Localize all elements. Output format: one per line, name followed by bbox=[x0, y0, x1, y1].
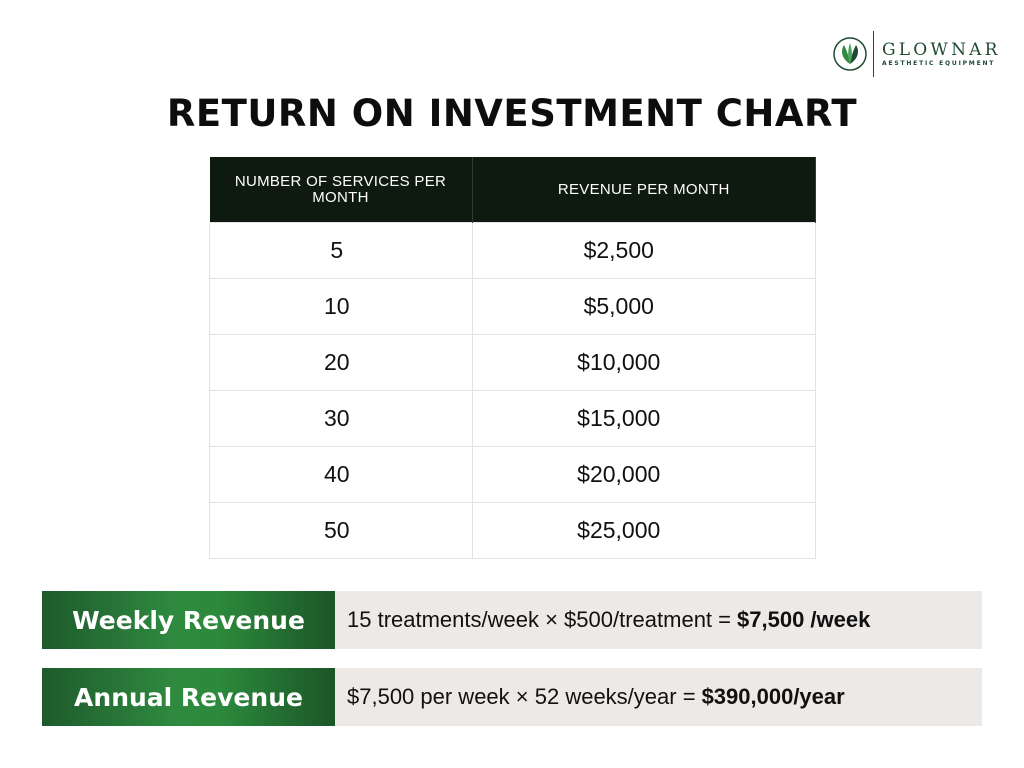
weekly-revenue-row: Weekly Revenue 15 treatments/week × $500… bbox=[42, 591, 982, 649]
annual-revenue-value: $7,500 per week × 52 weeks/year = $390,0… bbox=[335, 668, 982, 726]
services-cell: 10 bbox=[209, 278, 473, 335]
logo-name: GLOWNAR bbox=[882, 39, 1001, 60]
services-cell: 20 bbox=[209, 334, 473, 391]
revenue-cell: $15,000 bbox=[471, 390, 816, 447]
table-row: 5 $2,500 bbox=[209, 222, 816, 279]
weekly-revenue-label: Weekly Revenue bbox=[42, 591, 335, 649]
annual-revenue-row: Annual Revenue $7,500 per week × 52 week… bbox=[42, 668, 982, 726]
services-cell: 30 bbox=[209, 390, 473, 447]
leaf-lotus-icon bbox=[833, 37, 867, 71]
logo-divider bbox=[873, 31, 874, 77]
table-row: 40 $20,000 bbox=[209, 446, 816, 503]
revenue-cell: $25,000 bbox=[471, 502, 816, 559]
table-header-row: NUMBER OF SERVICES PER MONTH REVENUE PER… bbox=[209, 157, 816, 223]
weekly-revenue-formula: 15 treatments/week × $500/treatment = bbox=[347, 607, 732, 632]
page-title: RETURN ON INVESTMENT CHART bbox=[166, 92, 858, 135]
header-services: NUMBER OF SERVICES PER MONTH bbox=[209, 157, 473, 223]
logo-tagline: AESTHETIC EQUIPMENT bbox=[882, 59, 996, 67]
header-revenue: REVENUE PER MONTH bbox=[472, 157, 816, 223]
logo-text: GLOWNAR AESTHETIC EQUIPMENT bbox=[882, 41, 1001, 68]
brand-logo: GLOWNAR AESTHETIC EQUIPMENT bbox=[833, 30, 1001, 78]
weekly-revenue-result: $7,500 /week bbox=[737, 607, 871, 632]
table-row: 50 $25,000 bbox=[209, 502, 816, 559]
revenue-cell: $5,000 bbox=[471, 278, 816, 335]
services-cell: 40 bbox=[209, 446, 473, 503]
annual-revenue-formula: $7,500 per week × 52 weeks/year = bbox=[347, 684, 696, 709]
table-row: 30 $15,000 bbox=[209, 390, 816, 447]
revenue-cell: $10,000 bbox=[471, 334, 816, 391]
table-row: 10 $5,000 bbox=[209, 278, 816, 335]
annual-revenue-label: Annual Revenue bbox=[42, 668, 335, 726]
revenue-cell: $20,000 bbox=[471, 446, 816, 503]
services-cell: 5 bbox=[209, 222, 473, 279]
revenue-cell: $2,500 bbox=[471, 222, 816, 279]
table-body: 5 $2,500 10 $5,000 20 $10,000 30 $15,000 40 $20,0… bbox=[209, 222, 816, 559]
weekly-revenue-value: 15 treatments/week × $500/treatment = $7… bbox=[335, 591, 982, 649]
annual-revenue-result: $390,000/year bbox=[701, 684, 845, 709]
table-row: 20 $10,000 bbox=[209, 334, 816, 391]
roi-table: NUMBER OF SERVICES PER MONTH REVENUE PER… bbox=[209, 157, 816, 559]
services-cell: 50 bbox=[209, 502, 473, 559]
